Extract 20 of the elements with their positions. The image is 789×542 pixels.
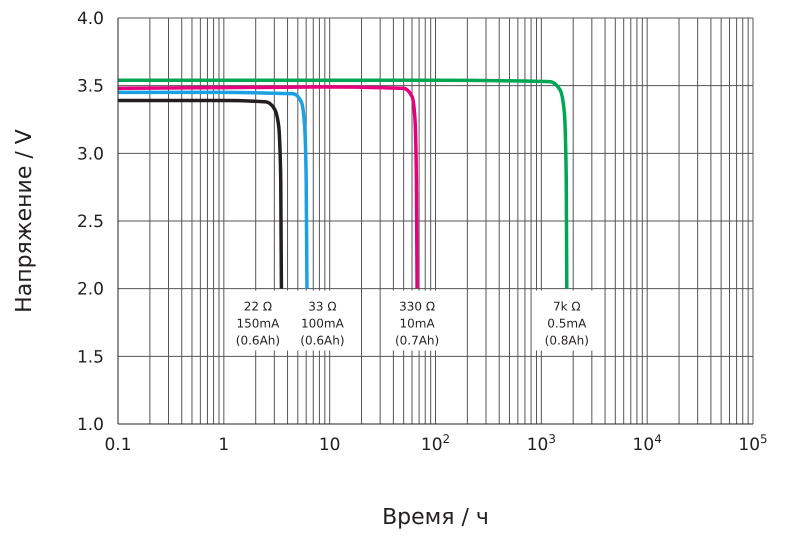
x-tick-label: 10$^{3}$ — [526, 432, 556, 455]
x-tick-label: 10$^{4}$ — [632, 432, 662, 455]
y-tick-label: 3.5 — [76, 76, 104, 97]
annotation: 22 Ω 150mA (0.6Ah) — [236, 300, 280, 348]
annotation: 33 Ω 100mA (0.6Ah) — [300, 300, 345, 348]
y-tick-label: 2.0 — [76, 280, 104, 300]
y-tick-label: 3.0 — [76, 144, 104, 164]
annotation: 330 Ω 10mA (0.7Ah) — [394, 300, 440, 348]
x-tick-label: 10 — [318, 435, 340, 455]
x-tick-label: 10$^{5}$ — [738, 432, 768, 455]
x-tick-label: 1 — [218, 435, 230, 455]
y-tick-label: 4.0 — [76, 9, 104, 29]
annotation: 7k Ω 0.5mA (0.8Ah) — [544, 300, 589, 348]
x-tick-label: 0.1 — [104, 435, 132, 455]
y-tick-label: 2.5 — [76, 212, 104, 232]
y-tick-label: 1.0 — [76, 415, 104, 435]
y-tick-label: 1.5 — [76, 347, 104, 368]
x-tick-label: 10$^{2}$ — [420, 432, 450, 455]
x-axis-title: Время / ч — [382, 505, 489, 530]
y-axis-title: Напряжение / V — [12, 129, 37, 313]
